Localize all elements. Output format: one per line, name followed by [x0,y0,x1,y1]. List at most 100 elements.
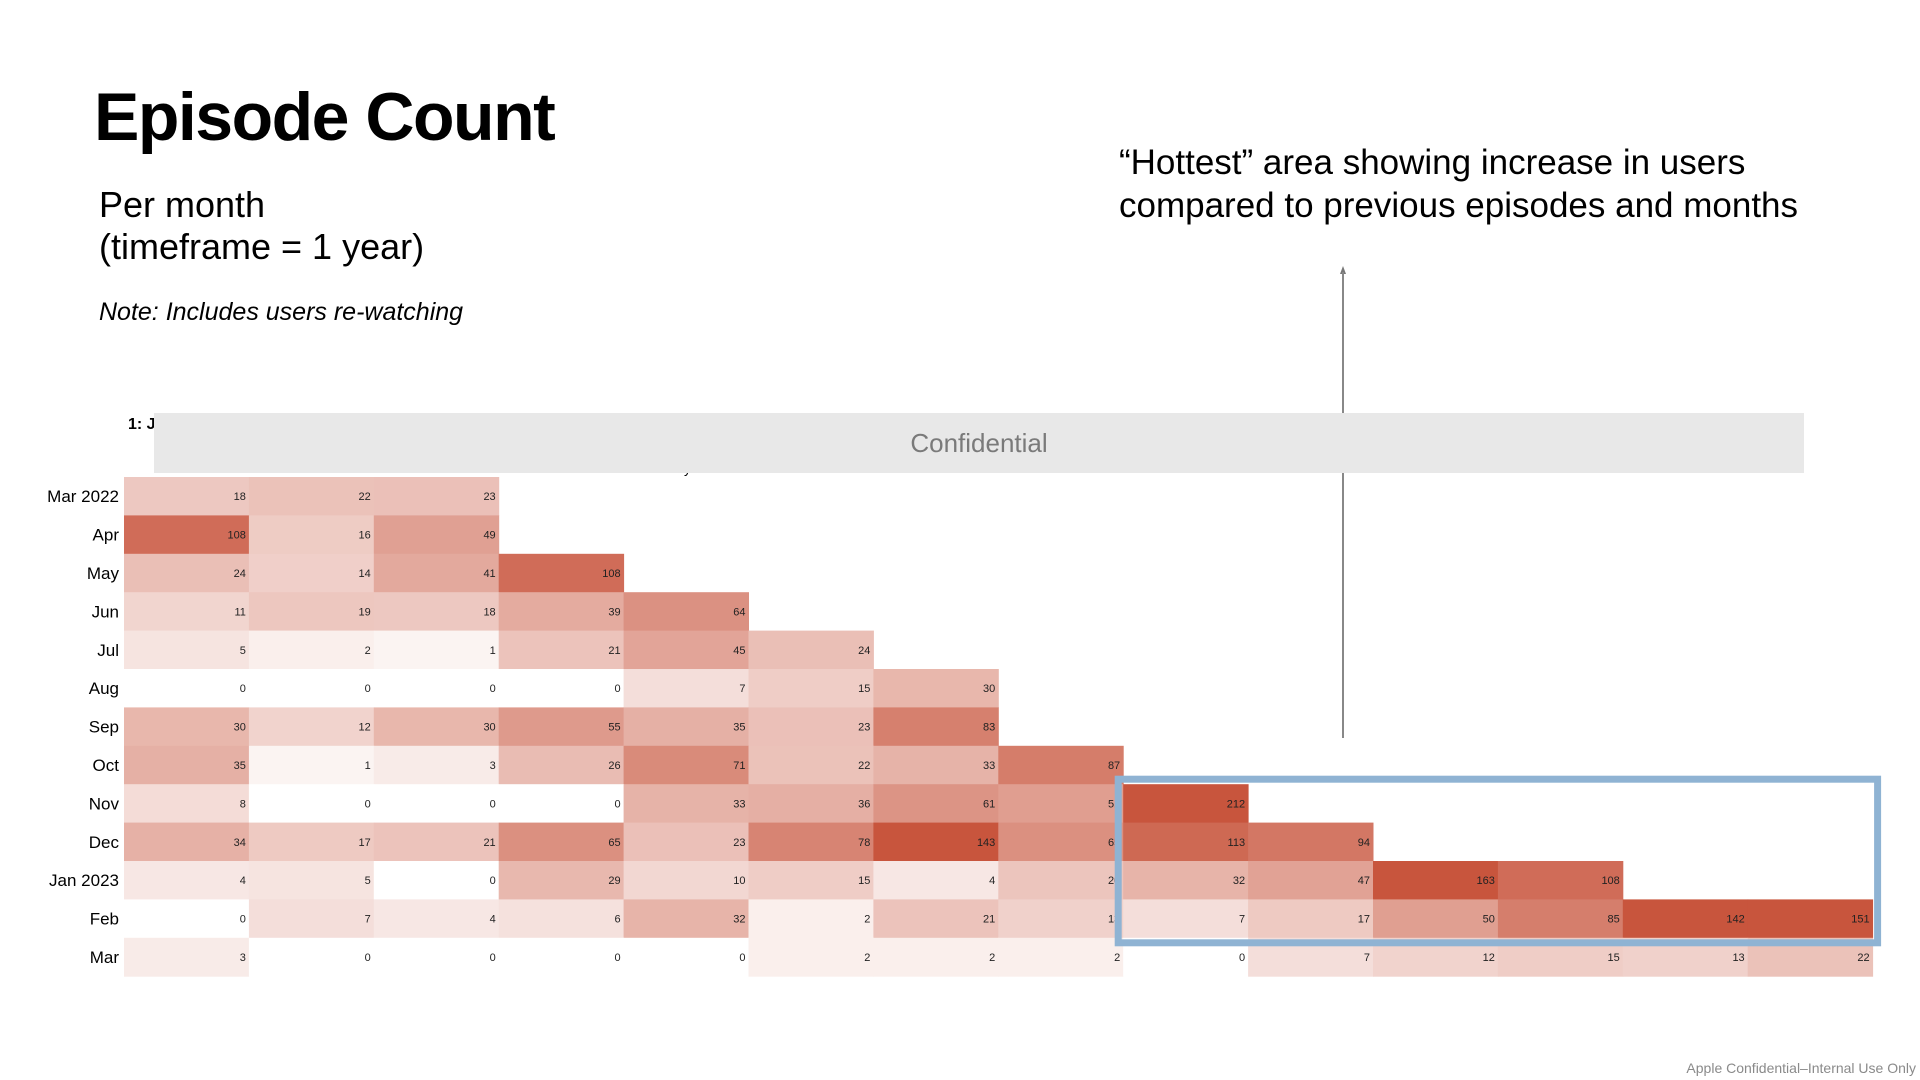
heatmap-cell [373,899,500,939]
cell-value: 11 [234,606,245,618]
cell-value: 26 [608,760,620,772]
cell-value: 0 [614,798,620,810]
cell-value: 151 [1851,914,1869,926]
cell-value: 16 [359,530,371,542]
cell-value: 85 [1608,914,1620,926]
cell-value: 163 [1477,875,1495,887]
heatmap-cell [873,745,999,785]
cell-value: 7 [739,683,745,695]
subtitle-line-1: Per month [99,184,266,225]
heatmap-cell [373,477,500,516]
cell-value: 18 [234,491,246,503]
heatmap-cell [498,745,625,785]
heatmap-cell [373,669,500,708]
cell-value: 14 [359,568,371,580]
heatmap-cell [248,937,375,977]
cell-value: 13 [1732,952,1744,964]
cell-value: 18 [483,606,495,618]
heatmap-cell [998,745,1124,785]
cell-value: 21 [483,837,495,849]
cell-value: 71 [733,760,745,772]
cell-value: 65 [608,837,620,849]
heatmap-cell [373,707,500,747]
cell-value: 45 [733,645,745,657]
cell-value: 4 [989,875,995,887]
heatmap-cell [124,745,250,785]
heatmap-cell [1123,822,1249,862]
row-label: Dec [89,833,120,852]
cell-value: 24 [858,645,870,657]
heatmap-cell [748,669,874,708]
cell-value: 29 [608,875,620,887]
cell-value: 21 [983,914,995,926]
heatmap-cell [498,861,625,900]
heatmap-cell [1123,899,1249,939]
heatmap-cell [124,630,250,670]
cell-value: 6 [614,914,620,926]
cell-value: 33 [733,798,745,810]
cell-value: 23 [483,491,495,503]
cell-value: 0 [240,683,246,695]
heatmap-cell [748,937,874,977]
row-label: Jun [92,602,119,621]
heatmap-cell [248,630,375,670]
cell-value: 17 [1358,914,1370,926]
heatmap-cell [124,477,250,516]
cell-value: 0 [365,683,371,695]
heatmap-cell [623,784,749,824]
heatmap-cell [1123,784,1249,824]
heatmap-cell [1123,861,1249,900]
heatmap-cell [248,515,375,555]
cell-value: 108 [1601,875,1619,887]
cell-value: 24 [234,568,246,580]
heatmap-cell [748,784,874,824]
heatmap-cell [748,899,874,939]
cell-value: 1 [365,760,371,772]
heatmap-cell [248,745,375,785]
cell-value: 23 [733,837,745,849]
heatmap-cell [498,669,625,708]
callout-text: “Hottest” area showing increase in users… [1119,141,1879,227]
cell-value: 10 [733,875,745,887]
callout-line-1: “Hottest” area showing increase in users [1119,143,1746,182]
heatmap-cell [623,592,749,632]
row-label: Jul [97,641,119,660]
heatmap-cell [1373,899,1499,939]
heatmap-cell [373,861,500,900]
heatmap-cell [498,592,625,632]
callout-arrow [1340,266,1346,738]
footer-text: Apple Confidential–Internal Use Only [1686,1060,1916,1076]
cell-value: 0 [614,683,620,695]
cell-value: 0 [365,952,371,964]
cell-value: 5 [365,875,371,887]
heatmap-cell [498,822,625,862]
heatmap-cell [498,937,625,977]
heatmap-cell [1747,899,1874,939]
heatmap-cell [124,669,250,708]
heatmap-cell [124,937,250,977]
cell-value: 34 [234,837,246,849]
cell-value: 12 [1483,952,1495,964]
heatmap-cell [373,592,500,632]
cell-value: 8 [240,798,246,810]
heatmap-cell [748,745,874,785]
heatmap-cell [1248,861,1374,900]
cell-value: 0 [739,952,745,964]
cell-value: 15 [1608,952,1620,964]
cell-value: 32 [1233,875,1245,887]
highlight-box [1114,775,1882,947]
cell-value: 0 [614,952,620,964]
heatmap-cell [498,707,625,747]
heatmap-cell [248,707,375,747]
cell-value: 19 [359,606,371,618]
row-label: Mar 2022 [47,487,119,506]
row-label: Feb [90,910,119,929]
heatmap-cell [623,630,749,670]
cell-value: 7 [1239,914,1245,926]
heatmap-cell [873,707,999,747]
cell-value: 7 [365,914,371,926]
heatmap-cell [373,822,500,862]
heatmap-cell [124,861,250,900]
row-label: Jan 2023 [49,871,119,890]
heatmap-cell [498,630,625,670]
